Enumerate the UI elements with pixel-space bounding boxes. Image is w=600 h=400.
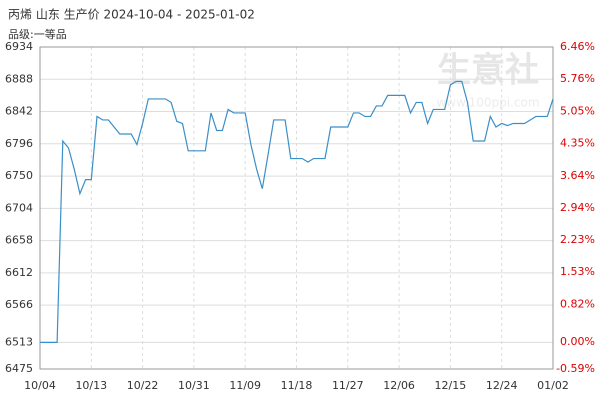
- x-tick-label: 01/02: [537, 379, 569, 392]
- y-tick-label: 6888: [5, 72, 33, 85]
- x-tick-label: 10/13: [75, 379, 107, 392]
- y-tick-label: 6513: [5, 335, 33, 348]
- y2-tick-label: 5.05%: [560, 104, 595, 117]
- chart-title: 丙烯 山东 生产价 2024-10-04 - 2025-01-02: [8, 8, 255, 22]
- x-tick-label: 12/06: [383, 379, 415, 392]
- y-tick-label: 6934: [5, 40, 33, 53]
- y-tick-label: 6704: [5, 201, 33, 214]
- y2-tick-label: 6.46%: [560, 40, 595, 53]
- x-tick-label: 10/04: [24, 379, 56, 392]
- y-tick-label: 6796: [5, 137, 33, 150]
- y-tick-label: 6842: [5, 105, 33, 118]
- y2-tick-label: 0.00%: [560, 335, 595, 348]
- y-tick-label: 6612: [5, 266, 33, 279]
- x-tick-label: 12/24: [486, 379, 518, 392]
- x-tick-label: 12/15: [435, 379, 467, 392]
- series-line: [40, 80, 554, 343]
- y2-tick-label: -0.59%: [556, 362, 595, 375]
- y2-tick-label: 5.76%: [560, 72, 595, 85]
- y2-tick-label: 1.53%: [560, 265, 595, 278]
- y-tick-label: 6750: [5, 169, 33, 182]
- y2-tick-label: 2.23%: [560, 233, 595, 246]
- plot-border: [39, 46, 554, 370]
- x-tick-label: 11/09: [229, 379, 261, 392]
- x-tick-label: 10/22: [127, 379, 159, 392]
- x-tick-label: 11/18: [281, 379, 313, 392]
- x-tick-label: 10/31: [178, 379, 210, 392]
- x-tick-label: 11/27: [332, 379, 364, 392]
- y-tick-label: 6475: [5, 362, 33, 375]
- watermark: 生意社: [437, 51, 539, 91]
- chart-subtitle: 品级:一等品: [8, 27, 67, 41]
- y2-tick-label: 2.94%: [560, 201, 595, 214]
- y-tick-label: 6658: [5, 234, 33, 247]
- y-tick-label: 6566: [5, 298, 33, 311]
- y2-tick-label: 4.35%: [560, 136, 595, 149]
- y2-tick-label: 3.64%: [560, 169, 595, 182]
- watermark-url: www.100ppi.com: [436, 96, 539, 110]
- y2-tick-label: 0.82%: [560, 298, 595, 311]
